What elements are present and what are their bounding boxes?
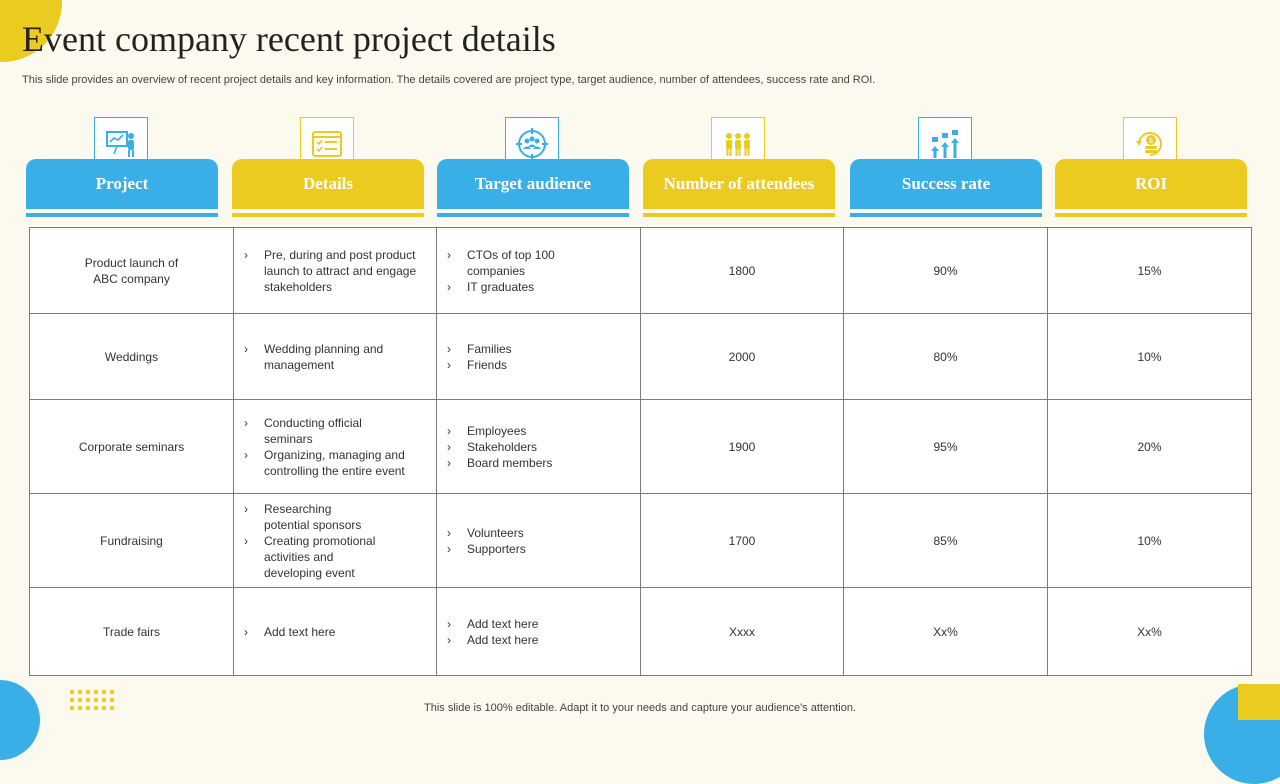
project-cell: Trade fairs (29, 587, 234, 676)
header-target-audience: Target audience (437, 117, 629, 217)
audience-cell: VolunteersSupporters (436, 493, 641, 588)
header-underline (26, 213, 218, 217)
svg-text:$: $ (1149, 138, 1153, 145)
list-item: Creating promotional activities and deve… (244, 533, 379, 581)
header-roi: $ ROI (1055, 117, 1247, 217)
list-item: Pre, during and post product launch to a… (244, 247, 426, 295)
header-label: Number of attendees (643, 159, 835, 209)
header-project: Project (26, 117, 218, 217)
attendees-cell: 1800 (640, 227, 844, 314)
success-rate-cell: 85% (843, 493, 1048, 588)
audience-cell: FamiliesFriends (436, 313, 641, 400)
audience-cell: CTOs of top 100 companiesIT graduates (436, 227, 641, 314)
header-underline (850, 213, 1042, 217)
roi-cell: 10% (1047, 493, 1252, 588)
table-row: Weddings Wedding planning and management… (29, 313, 1252, 400)
success-rate-cell: 90% (843, 227, 1048, 314)
success-rate-cell: 80% (843, 313, 1048, 400)
list-item: Supporters (447, 541, 630, 557)
success-rate-cell: 95% (843, 399, 1048, 494)
roi-cell: 20% (1047, 399, 1252, 494)
corner-decoration-bottom-right-accent (1238, 684, 1280, 720)
project-cell: Corporate seminars (29, 399, 234, 494)
corner-decoration-bottom-left (0, 680, 40, 760)
header-success-rate: Success rate (850, 117, 1042, 217)
attendees-cell: 2000 (640, 313, 844, 400)
list-item: Employees (447, 423, 630, 439)
page-title: Event company recent project details (22, 19, 556, 59)
header-label: Target audience (437, 159, 629, 209)
details-cell: Researching potential sponsorsCreating p… (233, 493, 437, 588)
list-item: Add text here (447, 632, 630, 648)
project-cell: Fundraising (29, 493, 234, 588)
header-underline (643, 213, 835, 217)
list-item: CTOs of top 100 companies (447, 247, 567, 279)
list-item: Stakeholders (447, 439, 630, 455)
attendees-cell: 1700 (640, 493, 844, 588)
attendees-cell: 1900 (640, 399, 844, 494)
list-item: Families (447, 341, 630, 357)
header-underline (232, 213, 424, 217)
header-label: ROI (1055, 159, 1247, 209)
audience-cell: EmployeesStakeholdersBoard members (436, 399, 641, 494)
list-item: Add text here (244, 624, 426, 640)
table-row: Product launch of ABC company Pre, durin… (29, 227, 1252, 314)
roi-cell: 10% (1047, 313, 1252, 400)
list-item: Board members (447, 455, 630, 471)
header-underline (1055, 213, 1247, 217)
header-label: Success rate (850, 159, 1042, 209)
list-item: IT graduates (447, 279, 567, 295)
table-row: Trade fairs Add text here Add text hereA… (29, 587, 1252, 676)
list-item: Organizing, managing and controlling the… (244, 447, 426, 479)
details-cell: Conducting official seminarsOrganizing, … (233, 399, 437, 494)
header-label: Project (26, 159, 218, 209)
table-row: Fundraising Researching potential sponso… (29, 493, 1252, 588)
header-details: Details (232, 117, 424, 217)
list-item: Researching potential sponsors (244, 501, 379, 533)
header-label: Details (232, 159, 424, 209)
project-details-table: Product launch of ABC company Pre, durin… (29, 227, 1252, 676)
roi-cell: 15% (1047, 227, 1252, 314)
list-item: Friends (447, 357, 630, 373)
attendees-cell: Xxxx (640, 587, 844, 676)
project-cell: Weddings (29, 313, 234, 400)
project-cell: Product launch of ABC company (29, 227, 234, 314)
details-cell: Add text here (233, 587, 437, 676)
list-item: Volunteers (447, 525, 630, 541)
footer-note: This slide is 100% editable. Adapt it to… (424, 702, 856, 714)
audience-cell: Add text hereAdd text here (436, 587, 641, 676)
list-item: Add text here (447, 616, 630, 632)
list-item: Wedding planning and management (244, 341, 384, 373)
success-rate-cell: Xx% (843, 587, 1048, 676)
list-item: Conducting official seminars (244, 415, 364, 447)
header-underline (437, 213, 629, 217)
table-row: Corporate seminars Conducting official s… (29, 399, 1252, 494)
roi-cell: Xx% (1047, 587, 1252, 676)
details-cell: Pre, during and post product launch to a… (233, 227, 437, 314)
dot-pattern-decoration (68, 688, 118, 712)
header-number-of-attendees: Number of attendees (643, 117, 835, 217)
project-name: Product launch of ABC company (84, 255, 179, 286)
page-subtitle: This slide provides an overview of recen… (22, 74, 876, 86)
details-cell: Wedding planning and management (233, 313, 437, 400)
